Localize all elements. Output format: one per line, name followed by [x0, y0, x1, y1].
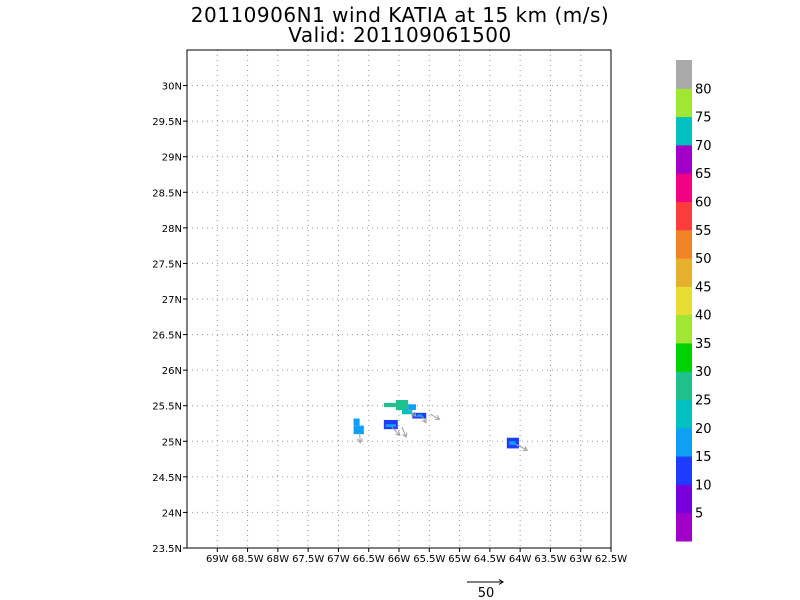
wind-cell	[395, 400, 409, 410]
colorbar-bin	[676, 399, 692, 429]
colorbar-label: 40	[695, 309, 712, 324]
colorbar-bin	[676, 60, 692, 89]
valid-time: Valid: 201109061500	[288, 23, 512, 47]
colorbar-bin	[676, 144, 692, 174]
lon-tick-label: 67.5W	[292, 554, 324, 565]
lon-tick-label: 67W	[327, 554, 350, 565]
lon-tick-label: 68.5W	[231, 554, 263, 565]
wind-vector	[401, 426, 408, 438]
lat-tick-label: 24N	[162, 508, 182, 519]
wind-vector	[421, 415, 427, 424]
colorbar-bin	[676, 286, 692, 316]
colorbar-label: 5	[695, 507, 703, 522]
colorbar-bin	[676, 371, 692, 401]
lon-tick-label: 63W	[569, 554, 592, 565]
colorbar-label: 30	[695, 365, 712, 380]
wind-cell	[509, 441, 516, 445]
colorbar-bin	[676, 258, 692, 287]
lon-tick-label: 63.5W	[534, 554, 566, 565]
lon-tick-label: 69W	[206, 554, 229, 565]
colorbar-bin	[676, 314, 692, 344]
colorbar-bin	[676, 88, 692, 118]
colorbar-label: 10	[695, 478, 712, 493]
reference-vector-label: 50	[478, 586, 495, 600]
lat-tick-label: 25.5N	[152, 402, 182, 413]
lat-tick-label: 24.5N	[152, 473, 182, 484]
colorbar-label: 70	[695, 139, 712, 154]
lon-tick-label: 65.5W	[413, 554, 445, 565]
lon-tick-label: 62.5W	[595, 554, 627, 565]
colorbar-bin	[676, 201, 692, 231]
colorbar-bin	[676, 456, 692, 485]
colorbar-label: 20	[695, 422, 712, 437]
colorbar-label: 15	[695, 450, 712, 465]
lon-tick-label: 64.5W	[474, 554, 506, 565]
lon-tick-label: 68W	[267, 554, 290, 565]
wind-vector	[407, 408, 417, 417]
wind-vector	[357, 432, 363, 444]
lat-tick-label: 26.5N	[152, 331, 182, 342]
lat-tick-label: 29N	[162, 153, 182, 164]
colorbar-label: 35	[695, 337, 712, 352]
wind-cell	[417, 414, 423, 418]
colorbar-label: 60	[695, 195, 712, 210]
lat-tick-label: 27N	[162, 295, 182, 306]
wind-vector	[515, 443, 529, 451]
lat-tick-label: 23.5N	[152, 544, 182, 555]
wind-cell	[408, 404, 416, 410]
colorbar-bin	[676, 229, 692, 259]
colorbar-label: 80	[695, 82, 712, 97]
lon-tick-label: 65W	[448, 554, 471, 565]
lon-tick-label: 66W	[388, 554, 411, 565]
colorbar-bin	[676, 484, 692, 514]
colorbar-bin	[676, 116, 692, 146]
wind-vector	[391, 426, 401, 436]
wind-vector	[430, 413, 441, 420]
lat-tick-label: 29.5N	[152, 117, 182, 128]
wind-cell	[385, 424, 396, 428]
colorbar-label: 75	[695, 111, 712, 126]
reference-vector-arrow	[467, 579, 504, 585]
wind-cell	[383, 402, 396, 408]
colorbar-bin	[676, 173, 692, 202]
colorbar-label: 65	[695, 167, 712, 182]
lat-tick-label: 26N	[162, 366, 182, 377]
colorbar-bin	[676, 427, 692, 457]
wind-cell	[353, 425, 364, 435]
map-title: 20110906N1 wind KATIA at 15 km (m/s)	[190, 3, 610, 27]
wind-cell	[353, 418, 360, 426]
lat-tick-label: 28N	[162, 224, 182, 235]
lat-tick-label: 25N	[162, 437, 182, 448]
colorbar-label: 50	[695, 252, 712, 267]
colorbar-bin	[676, 512, 692, 542]
colorbar-bin	[676, 342, 692, 372]
colorbar-label: 25	[695, 394, 712, 409]
lat-tick-label: 27.5N	[152, 259, 182, 270]
colorbar-label: 45	[695, 280, 712, 295]
lat-tick-label: 28.5N	[152, 188, 182, 199]
lon-tick-label: 66.5W	[353, 554, 385, 565]
lon-tick-label: 64W	[509, 554, 532, 565]
wind-cell	[402, 408, 413, 415]
lat-tick-label: 30N	[162, 82, 182, 93]
colorbar-label: 55	[695, 224, 712, 239]
